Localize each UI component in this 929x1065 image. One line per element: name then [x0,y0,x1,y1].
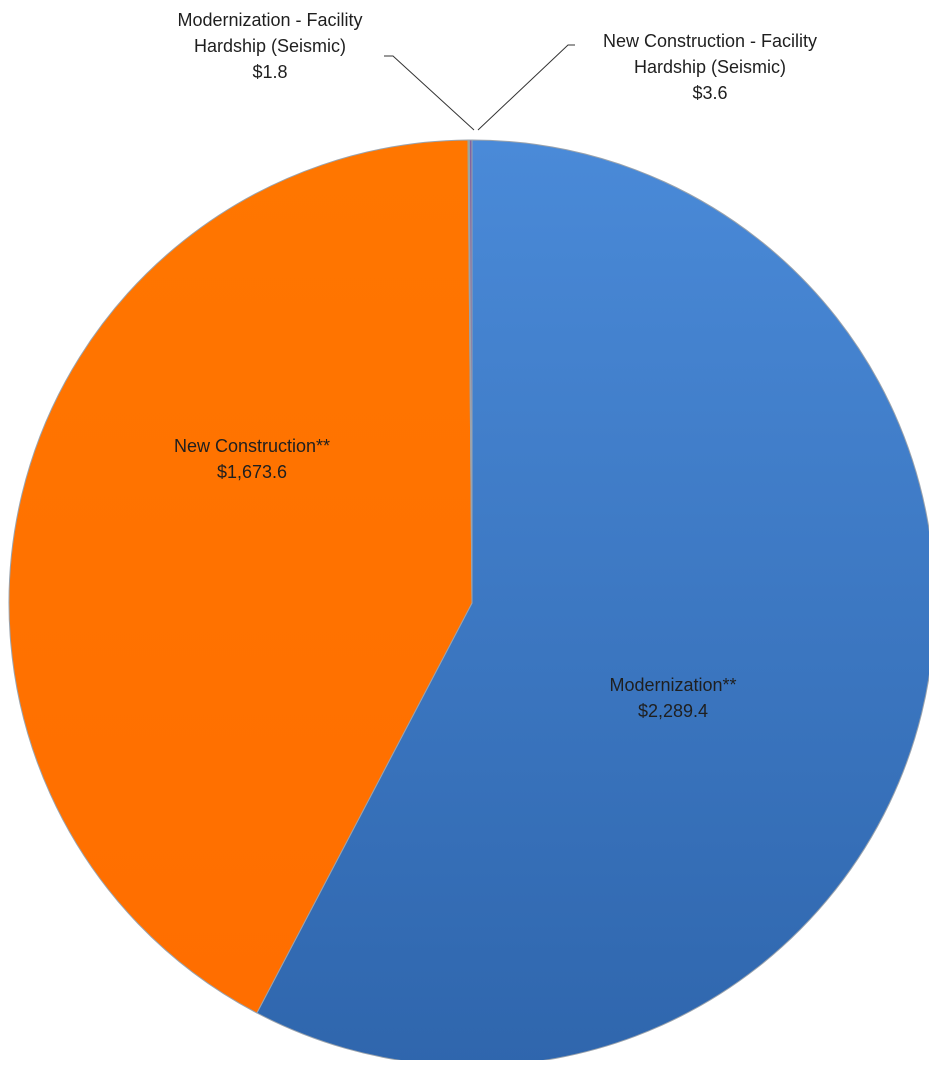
leader-line-new-construction-facility-hardship-seismic [478,45,575,130]
slice-value-label: $1,673.6 [217,462,287,482]
slice-value-label: $1.8 [252,62,287,82]
slice-name-label: Modernization - Facility [177,10,362,30]
leader-line-modernization-facility-hardship-seismic [384,56,474,130]
slice-value-label: $2,289.4 [638,701,708,721]
slice-label-modernization-facility-hardship-seismic: Modernization - Facility Hardship (Seismi… [177,10,362,82]
slice-name-label: New Construction** [174,436,330,456]
slice-name-label: Hardship (Seismic) [634,57,786,77]
pie-slices [9,140,929,1060]
leader-lines [384,45,575,130]
slice-value-label: $3.6 [692,83,727,103]
slice-name-label: Hardship (Seismic) [194,36,346,56]
slice-name-label: Modernization** [609,675,736,695]
slice-name-label: New Construction - Facility [603,31,817,51]
slice-label-new-construction-facility-hardship-seismic: New Construction - Facility Hardship (Sei… [603,31,817,103]
